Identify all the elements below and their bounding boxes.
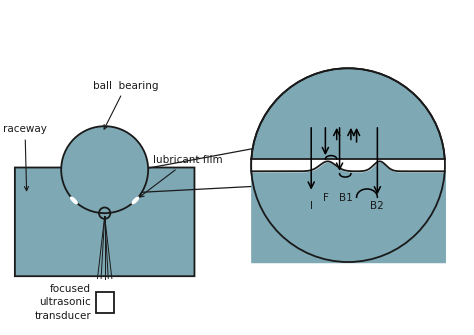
Text: B1: B1 <box>339 193 353 203</box>
Polygon shape <box>15 168 194 276</box>
Circle shape <box>251 68 445 262</box>
Ellipse shape <box>131 196 139 204</box>
Text: B2: B2 <box>371 201 384 211</box>
Bar <box>96 292 114 313</box>
Text: focused
ultrasonic
transducer: focused ultrasonic transducer <box>34 284 91 321</box>
Text: F: F <box>323 193 329 203</box>
Circle shape <box>61 126 148 213</box>
Ellipse shape <box>70 196 78 204</box>
Text: raceway: raceway <box>3 124 47 191</box>
Text: ball  bearing: ball bearing <box>93 81 159 129</box>
Text: I: I <box>310 201 313 211</box>
Text: lubricant film: lubricant film <box>139 155 222 197</box>
